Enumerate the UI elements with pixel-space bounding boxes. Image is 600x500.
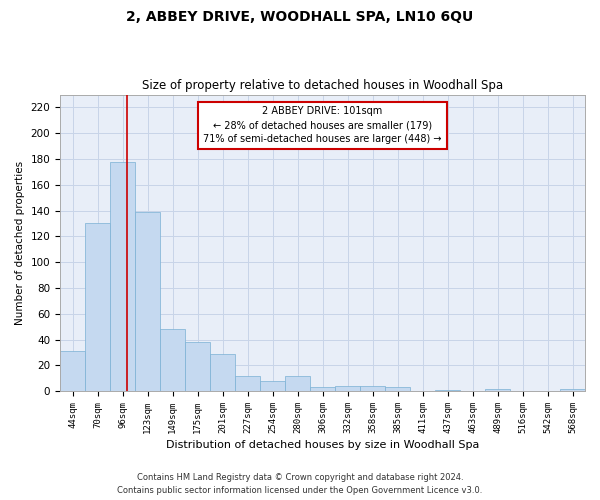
Text: 2, ABBEY DRIVE, WOODHALL SPA, LN10 6QU: 2, ABBEY DRIVE, WOODHALL SPA, LN10 6QU bbox=[127, 10, 473, 24]
Y-axis label: Number of detached properties: Number of detached properties bbox=[15, 161, 25, 325]
Bar bbox=[285, 376, 310, 391]
Bar bbox=[360, 386, 385, 391]
Bar bbox=[310, 387, 335, 391]
Bar bbox=[210, 354, 235, 391]
Bar bbox=[385, 387, 410, 391]
Text: Contains HM Land Registry data © Crown copyright and database right 2024.
Contai: Contains HM Land Registry data © Crown c… bbox=[118, 474, 482, 495]
X-axis label: Distribution of detached houses by size in Woodhall Spa: Distribution of detached houses by size … bbox=[166, 440, 479, 450]
Bar bbox=[435, 390, 460, 391]
Bar bbox=[60, 351, 85, 391]
Bar bbox=[235, 376, 260, 391]
Bar bbox=[335, 386, 360, 391]
Text: 2 ABBEY DRIVE: 101sqm
← 28% of detached houses are smaller (179)
71% of semi-det: 2 ABBEY DRIVE: 101sqm ← 28% of detached … bbox=[203, 106, 442, 144]
Bar bbox=[85, 224, 110, 391]
Title: Size of property relative to detached houses in Woodhall Spa: Size of property relative to detached ho… bbox=[142, 79, 503, 92]
Bar bbox=[560, 388, 585, 391]
Bar bbox=[135, 212, 160, 391]
Bar bbox=[110, 162, 135, 391]
Bar bbox=[160, 329, 185, 391]
Bar bbox=[260, 381, 285, 391]
Bar bbox=[485, 388, 510, 391]
Bar bbox=[185, 342, 210, 391]
